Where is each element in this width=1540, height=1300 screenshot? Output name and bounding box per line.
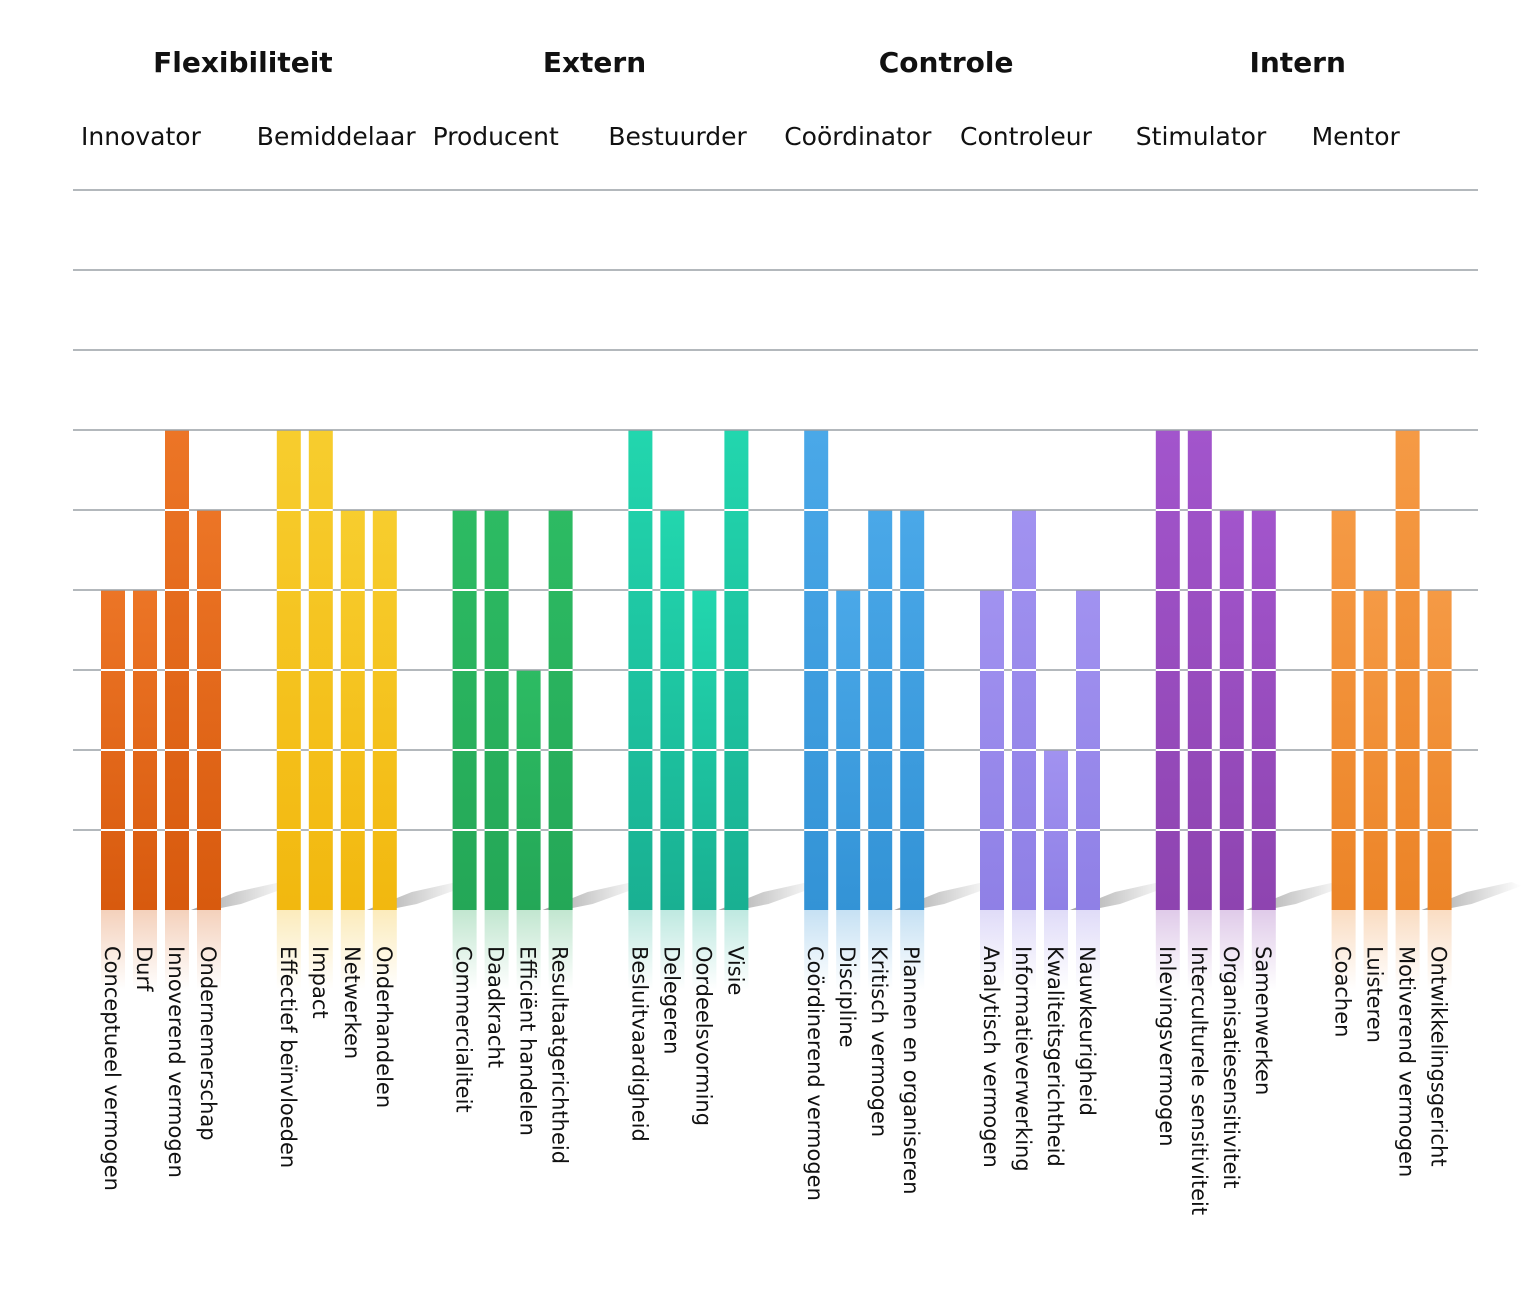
bar	[868, 510, 893, 910]
competency-label: Informatieverwerking	[1011, 946, 1035, 1172]
bar-reflection	[692, 910, 717, 990]
bar	[516, 670, 541, 910]
bar-reflection	[1427, 910, 1452, 990]
bar	[340, 510, 365, 910]
competency-label: Oordeelsvorming	[691, 946, 715, 1126]
bar-reflection	[1331, 910, 1356, 990]
competency-label: Delegeren	[659, 946, 683, 1055]
competency-label: Coachen	[1331, 946, 1355, 1037]
bar-reflection	[628, 910, 653, 990]
role-label: Producent	[433, 122, 559, 151]
bar	[660, 510, 685, 910]
competency-label: Inlevingsvermogen	[1155, 946, 1179, 1147]
competency-label: Besluitvaardigheid	[627, 946, 651, 1142]
bar-reflection	[484, 910, 509, 990]
quadrant-title: Extern	[543, 46, 646, 79]
bar-reflection	[724, 910, 749, 990]
bar	[1012, 510, 1036, 910]
bar-reflection	[804, 910, 829, 990]
competency-label: Analytisch vermogen	[979, 946, 1003, 1168]
bar-reflection	[1251, 910, 1276, 990]
bar-reflection	[1012, 910, 1036, 990]
competency-label: Durf	[132, 946, 156, 992]
role-label: Bemiddelaar	[257, 122, 417, 151]
bar-reflection	[1076, 910, 1100, 990]
competency-label: Interculturele sensitiviteit	[1187, 946, 1211, 1215]
competency-label: Ondernemerschap	[196, 946, 220, 1141]
role-label: Controleur	[960, 122, 1093, 151]
gridlines	[73, 189, 1478, 831]
bar-reflection	[101, 910, 125, 990]
role-labels: Innovator Bemiddelaar Producent Bestuurder C…	[81, 122, 1400, 151]
competency-label: Ontwikkelingsgericht	[1427, 946, 1451, 1167]
competency-label: Resultaatgerichtheid	[548, 946, 572, 1164]
bar	[900, 510, 925, 910]
bar-reflection	[197, 910, 221, 990]
bar-reflection	[1155, 910, 1180, 990]
bar-reflection	[660, 910, 685, 990]
bar-reflection	[1044, 910, 1068, 990]
role-label: Innovator	[81, 122, 202, 151]
bar-reflection	[1395, 910, 1420, 990]
role-label: Stimulator	[1136, 122, 1267, 151]
bar-reflection	[276, 910, 301, 990]
role-label: Bestuurder	[608, 122, 747, 151]
competency-label: Kwaliteitsgerichtheid	[1043, 946, 1067, 1167]
competency-label: Nauwkeurigheid	[1075, 946, 1099, 1116]
competency-label: Organisatiesensitiviteit	[1219, 946, 1243, 1188]
bar	[484, 510, 509, 910]
competency-label: Kritisch vermogen	[867, 946, 891, 1137]
quadrant-titles: Flexibiliteit Extern Controle Intern	[153, 46, 1346, 79]
bar	[1331, 510, 1356, 910]
competency-label: Efficiënt handelen	[516, 946, 540, 1136]
competency-label: Visie	[723, 946, 747, 995]
quadrant-title: Flexibiliteit	[153, 46, 333, 79]
bar-reflection	[133, 910, 157, 990]
bar-reflection	[452, 910, 477, 990]
bar-reflection	[1219, 910, 1244, 990]
competency-label: Motiverend vermogen	[1395, 946, 1419, 1177]
bars	[101, 430, 1452, 990]
competency-label: Commercialiteit	[452, 946, 476, 1113]
bar-reflection	[340, 910, 365, 990]
competency-label: Discipline	[835, 946, 859, 1048]
competency-labels: Conceptueel vermogen Durf Innoverend vermo…	[100, 946, 1451, 1215]
bar-reflection	[165, 910, 189, 990]
bar-reflection	[1363, 910, 1388, 990]
bar	[452, 510, 477, 910]
competency-label: Coördinerend vermogen	[803, 946, 827, 1201]
competency-label: Plannen en organiseren	[899, 946, 923, 1195]
competency-label: Conceptueel vermogen	[100, 946, 124, 1191]
bar-reflection	[548, 910, 573, 990]
competency-label: Impact	[308, 946, 332, 1019]
bar-reflection	[900, 910, 925, 990]
bar-reflection	[836, 910, 861, 990]
bar	[197, 510, 221, 910]
role-label: Mentor	[1312, 122, 1401, 151]
competency-label: Daadkracht	[484, 946, 508, 1068]
quadrant-title: Intern	[1249, 46, 1345, 79]
bar-reflection	[980, 910, 1004, 990]
bar	[548, 510, 573, 910]
bar-reflection	[1187, 910, 1212, 990]
competency-label: Innoverend vermogen	[164, 946, 188, 1178]
bar-reflection	[868, 910, 893, 990]
competency-label: Effectief beïnvloeden	[276, 946, 300, 1168]
competency-label: Samenwerken	[1251, 946, 1275, 1095]
bar-reflection	[516, 910, 541, 990]
competency-label: Onderhandelen	[372, 946, 396, 1108]
competency-label: Netwerken	[340, 946, 364, 1059]
competency-label: Luisteren	[1363, 946, 1387, 1043]
bar-reflection	[308, 910, 333, 990]
bar-reflection	[372, 910, 397, 990]
bar-shadows	[191, 882, 1522, 910]
bar	[1219, 510, 1244, 910]
role-label: Coördinator	[784, 122, 932, 151]
quadrant-title: Controle	[879, 46, 1014, 79]
bar	[372, 510, 397, 910]
bar	[1251, 510, 1276, 910]
